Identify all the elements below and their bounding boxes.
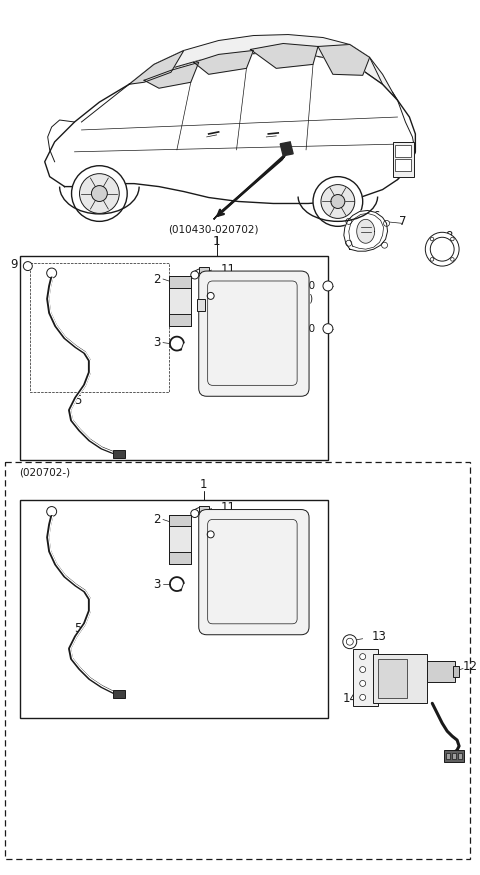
Bar [20, 256, 328, 460]
Circle shape [430, 237, 434, 241]
Circle shape [72, 165, 127, 221]
Circle shape [207, 292, 214, 299]
Text: 1: 1 [200, 479, 207, 491]
Polygon shape [194, 51, 253, 74]
Text: 4 (010430-020424): 4 (010430-020424) [218, 294, 313, 304]
Bar [199, 506, 209, 512]
Circle shape [346, 638, 353, 645]
Circle shape [346, 241, 352, 246]
Polygon shape [344, 211, 387, 251]
Text: 8: 8 [445, 230, 453, 242]
Bar [396, 145, 411, 157]
Bar [378, 659, 408, 698]
Text: 3: 3 [154, 336, 161, 349]
Polygon shape [129, 51, 184, 84]
Circle shape [172, 556, 176, 560]
Circle shape [47, 268, 57, 278]
Bar [452, 753, 456, 759]
Bar [396, 158, 411, 171]
Text: 13: 13 [372, 630, 386, 643]
Circle shape [343, 634, 357, 648]
Text: 11: 11 [221, 262, 236, 276]
Bar [169, 514, 191, 564]
Bar [113, 450, 125, 458]
Circle shape [360, 695, 366, 700]
Circle shape [451, 237, 454, 241]
Bar [446, 753, 450, 759]
Circle shape [24, 262, 32, 270]
Bar [169, 552, 191, 564]
Bar [197, 299, 204, 311]
Text: 10: 10 [303, 324, 316, 333]
Bar [113, 690, 125, 698]
Circle shape [184, 519, 188, 522]
Circle shape [191, 271, 199, 279]
Polygon shape [251, 44, 318, 68]
Circle shape [430, 257, 434, 261]
Bar [199, 267, 209, 273]
Text: (020702-): (020702-) [19, 468, 70, 478]
Text: 5: 5 [74, 394, 81, 407]
Circle shape [382, 242, 387, 248]
Text: 6: 6 [372, 210, 379, 223]
Circle shape [321, 185, 355, 219]
Circle shape [360, 654, 366, 660]
Polygon shape [214, 154, 286, 220]
Bar [169, 514, 191, 527]
Text: 2: 2 [154, 272, 161, 285]
Circle shape [360, 667, 366, 673]
Circle shape [430, 237, 454, 261]
Bar [453, 666, 459, 677]
Circle shape [451, 257, 454, 261]
Polygon shape [357, 220, 374, 243]
Circle shape [323, 281, 333, 290]
Circle shape [91, 186, 108, 201]
Circle shape [331, 194, 345, 208]
Bar [458, 753, 462, 759]
Circle shape [346, 219, 352, 224]
Polygon shape [129, 34, 397, 100]
Polygon shape [144, 62, 199, 88]
Bar [353, 648, 378, 706]
Text: 3: 3 [154, 578, 161, 591]
Bar [5, 462, 470, 859]
Text: (010430-020702): (010430-020702) [168, 224, 259, 234]
Text: 2: 2 [154, 513, 161, 526]
Bar [169, 314, 191, 326]
FancyBboxPatch shape [199, 271, 309, 396]
Circle shape [47, 507, 57, 516]
Polygon shape [318, 45, 370, 75]
Circle shape [207, 531, 214, 538]
Circle shape [323, 324, 333, 333]
Circle shape [360, 681, 366, 686]
FancyBboxPatch shape [199, 509, 309, 634]
Circle shape [425, 232, 459, 266]
Circle shape [191, 509, 199, 517]
Circle shape [172, 519, 176, 522]
Bar [30, 263, 169, 392]
Text: 11: 11 [221, 501, 236, 514]
Circle shape [313, 177, 363, 227]
Bar [427, 661, 455, 682]
Bar [393, 142, 414, 177]
Bar [444, 750, 464, 762]
Circle shape [172, 280, 176, 284]
Bar [20, 500, 328, 718]
Bar [372, 654, 427, 704]
Circle shape [80, 173, 119, 214]
Circle shape [384, 220, 390, 227]
Text: 12: 12 [463, 660, 478, 673]
Text: 10: 10 [303, 281, 316, 291]
Polygon shape [45, 52, 415, 204]
Text: 5: 5 [74, 622, 81, 635]
Bar [169, 276, 191, 326]
Text: 7: 7 [399, 215, 406, 228]
Text: 1: 1 [213, 234, 220, 248]
Text: 9: 9 [11, 257, 18, 270]
Circle shape [184, 280, 188, 284]
Bar [169, 276, 191, 288]
Circle shape [172, 318, 176, 322]
Text: 14: 14 [342, 692, 357, 705]
Polygon shape [280, 142, 293, 156]
